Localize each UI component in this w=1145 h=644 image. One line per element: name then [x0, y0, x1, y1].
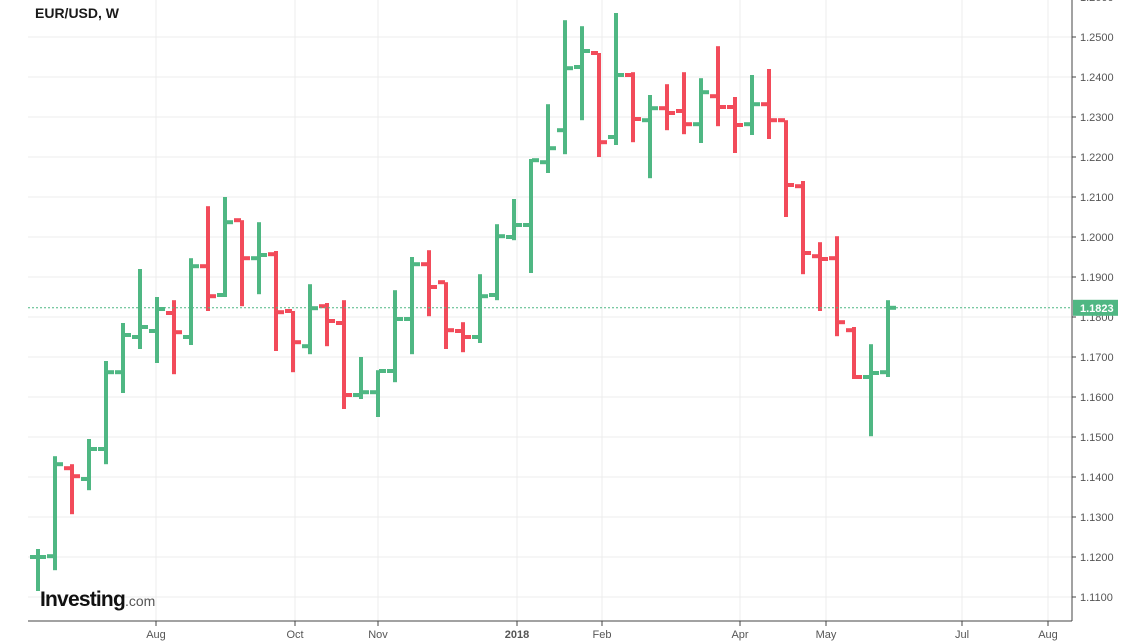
ohlc-bar — [710, 46, 726, 127]
svg-text:1.2600: 1.2600 — [1080, 0, 1114, 4]
ohlc-bar — [523, 158, 539, 273]
ohlc-bar — [166, 300, 182, 375]
ohlc-bar — [812, 242, 828, 311]
x-tick-label: Jul — [955, 629, 969, 641]
ohlc-bar — [81, 439, 97, 491]
ohlc-bar — [863, 344, 879, 437]
ohlc-bar — [217, 197, 233, 297]
logo-main-text: Investing — [40, 588, 126, 611]
svg-text:1.1823: 1.1823 — [1080, 303, 1114, 315]
ohlc-bar — [183, 258, 199, 345]
y-tick-label: 1.1400 — [1080, 472, 1114, 484]
ohlc-bar — [387, 290, 403, 383]
y-tick-label: 1.1500 — [1080, 432, 1114, 444]
ohlc-bar — [880, 300, 896, 377]
x-tick-label: May — [816, 629, 837, 641]
y-tick-label: 1.1200 — [1080, 552, 1114, 564]
ohlc-bar — [761, 69, 777, 139]
ohlc-bar — [268, 251, 284, 351]
axes — [28, 0, 1073, 622]
x-tick-label: Apr — [731, 629, 748, 641]
ohlc-bar — [251, 222, 267, 295]
y-tick-label: 1.2300 — [1080, 112, 1114, 124]
y-tick-label: 1.2200 — [1080, 152, 1114, 164]
ohlc-bars — [30, 13, 896, 591]
ohlc-bar — [302, 284, 318, 355]
ohlc-bar — [829, 236, 845, 337]
ohlc-bar — [642, 95, 658, 179]
ohlc-bar — [795, 181, 811, 275]
ohlc-bar — [132, 269, 148, 349]
y-tick-label: 1.2400 — [1080, 72, 1114, 84]
ohlc-bar — [489, 224, 505, 301]
x-tick-label: Feb — [593, 629, 612, 641]
ohlc-bar — [149, 297, 165, 363]
ohlc-bar — [744, 75, 760, 135]
ohlc-bar — [319, 303, 335, 347]
ohlc-bar — [625, 72, 641, 143]
ohlc-bar — [659, 84, 675, 131]
logo-suffix-text: .com — [124, 593, 156, 609]
ohlc-bar — [591, 51, 607, 157]
y-tick-label: 1.1900 — [1080, 272, 1114, 284]
ohlc-bar — [574, 26, 590, 121]
ohlc-bar — [234, 218, 250, 307]
ohlc-bar — [455, 322, 471, 353]
grid-lines — [28, 0, 1072, 621]
current-price-tag: 1.1823 — [1073, 299, 1118, 316]
ohlc-bar — [200, 206, 216, 311]
y-tick-label: 1.1100 — [1080, 592, 1113, 604]
x-axis-ticks: Aug Oct Nov 2018 Feb Apr May Jul Aug — [146, 621, 1058, 641]
ohlc-bar — [540, 104, 556, 173]
y-tick-label: 1.2500 — [1080, 32, 1114, 44]
ohlc-bar — [47, 456, 63, 571]
ohlc-bar — [285, 309, 301, 373]
ohlc-bar — [353, 357, 369, 399]
ohlc-bar — [506, 199, 522, 241]
y-tick-label: 1.1300 — [1080, 512, 1114, 524]
y-tick-label: 1.2100 — [1080, 192, 1114, 204]
ohlc-bar — [557, 20, 573, 155]
y-tick-label: 1.1600 — [1080, 392, 1114, 404]
x-tick-label: Nov — [368, 629, 388, 641]
ohlc-bar — [472, 274, 488, 343]
ohlc-bar — [115, 323, 131, 393]
x-tick-label: 2018 — [505, 629, 529, 641]
ohlc-bar — [676, 72, 692, 135]
x-tick-label: Aug — [1038, 629, 1058, 641]
investing-logo: Investing.com — [40, 588, 155, 612]
ohlc-bar — [30, 549, 46, 591]
ohlc-bar — [370, 369, 386, 417]
ohlc-bar — [693, 78, 709, 143]
ohlc-bar — [608, 13, 624, 145]
x-tick-label: Oct — [286, 629, 303, 641]
y-tick-label: 1.2000 — [1080, 232, 1114, 244]
x-tick-label: Aug — [146, 629, 166, 641]
ohlc-bar — [846, 327, 862, 379]
ohlc-bar — [438, 280, 454, 349]
ohlc-bar — [404, 257, 420, 355]
chart-title: EUR/USD, W — [35, 5, 119, 21]
ohlc-bar — [64, 464, 80, 515]
ohlc-bar — [336, 300, 352, 409]
ohlc-bar — [727, 97, 743, 153]
ohlc-bar — [421, 250, 437, 317]
ohlc-bar — [778, 118, 794, 217]
y-tick-label: 1.1700 — [1080, 352, 1114, 364]
ohlc-bar — [98, 361, 114, 465]
y-axis-ticks: 1.1100 1.1200 1.1300 1.1400 1.1500 1.1600 1.17… — [1072, 0, 1114, 604]
